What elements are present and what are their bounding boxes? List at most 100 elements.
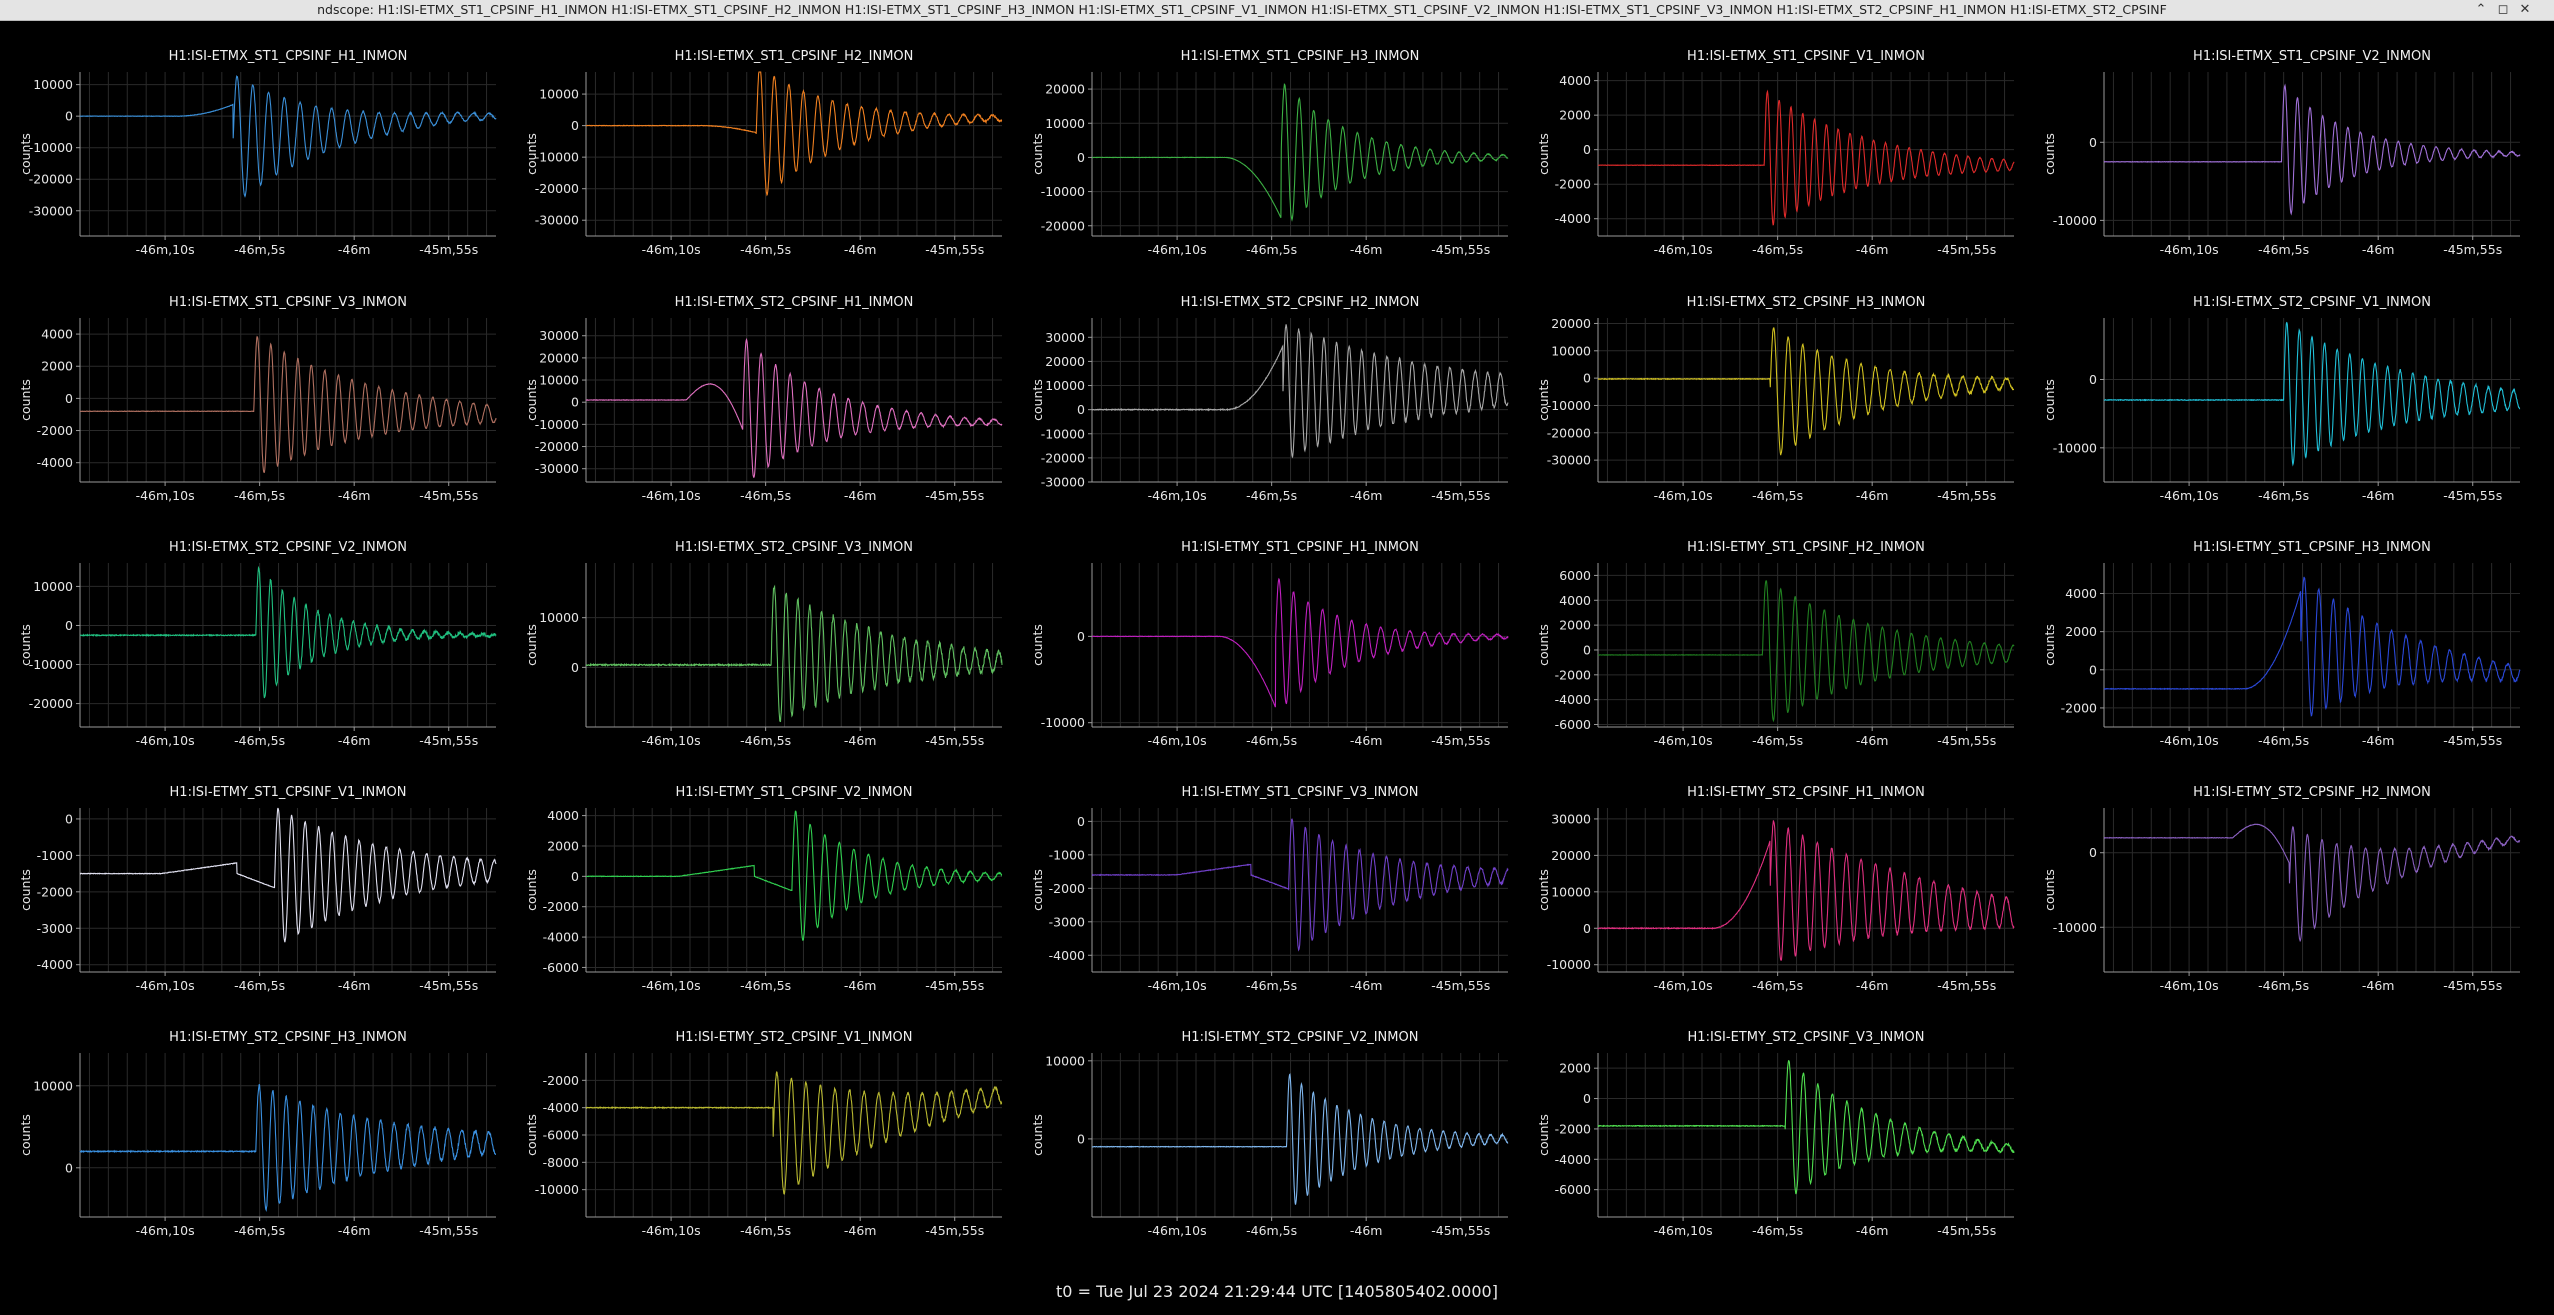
plot-panel[interactable]: H1:ISI-ETMX_ST1_CPSINF_V3_INMON 4000 2000 0… — [0, 266, 506, 510]
x-tick-label: -46m,10s — [642, 488, 701, 503]
y-tick-label: -10000 — [2053, 920, 2097, 935]
x-tick-label: -45m,55s — [925, 488, 984, 503]
grid — [1598, 72, 2014, 236]
minimize-button[interactable]: ⌃ — [2475, 2, 2487, 17]
plot-panel[interactable]: H1:ISI-ETMY_ST1_CPSINF_V2_INMON 4000 2000 0… — [506, 756, 1012, 1000]
y-tick-label: 20000 — [1551, 848, 1591, 863]
x-tick-label: -45m,55s — [419, 488, 478, 503]
x-tick-label: -46m,5s — [740, 733, 791, 748]
plot-panel[interactable]: H1:ISI-ETMX_ST2_CPSINF_H3_INMON 20000 1000… — [1518, 266, 2024, 510]
plot-panel[interactable]: H1:ISI-ETMY_ST2_CPSINF_H3_INMON 10000 0 -46… — [0, 1001, 506, 1245]
x-tick-label: -46m,10s — [642, 733, 701, 748]
x-tick-label: -46m,10s — [136, 488, 195, 503]
signal-trace — [586, 810, 1003, 941]
y-tick-label: -2000 — [1555, 1121, 1591, 1136]
y-tick-label: -10000 — [1041, 426, 1085, 441]
x-tick-label: -46m,10s — [1654, 1223, 1713, 1238]
signal-trace — [2103, 576, 2521, 717]
plot-title: H1:ISI-ETMY_ST2_CPSINF_V2_INMON — [1182, 1030, 1419, 1045]
x-tick-label: -45m,55s — [2443, 978, 2502, 993]
grid — [1092, 318, 1508, 483]
plot-panel[interactable]: H1:ISI-ETMX_ST2_CPSINF_V2_INMON 10000 0 -10… — [0, 511, 506, 755]
plot-title: H1:ISI-ETMX_ST1_CPSINF_V3_INMON — [169, 295, 407, 310]
grid — [1092, 72, 1508, 236]
x-tick-label: -46m,10s — [1654, 488, 1713, 503]
plot-panel[interactable]: H1:ISI-ETMY_ST2_CPSINF_V2_INMON 10000 0 -46… — [1012, 1001, 1518, 1245]
y-tick-label: 0 — [65, 811, 73, 826]
x-tick-label: -46m,5s — [740, 978, 791, 993]
x-tick-label: -46m,5s — [1752, 242, 1803, 257]
plot-svg: H1:ISI-ETMX_ST1_CPSINF_H2_INMON 10000 0 -10… — [524, 49, 1003, 257]
plot-title: H1:ISI-ETMY_ST1_CPSINF_H3_INMON — [2193, 540, 2431, 555]
y-axis-label: counts — [18, 869, 33, 911]
plot-panel[interactable]: H1:ISI-ETMY_ST2_CPSINF_V1_INMON -2000 -400… — [506, 1001, 1012, 1245]
plot-svg: H1:ISI-ETMX_ST2_CPSINF_V3_INMON 10000 0 -46… — [524, 540, 1003, 748]
y-tick-label: 10000 — [1045, 116, 1085, 131]
plot-panel[interactable]: H1:ISI-ETMY_ST1_CPSINF_H1_INMON 0 -10000 -4… — [1012, 511, 1518, 755]
signal-trace — [79, 335, 497, 474]
plot-panel[interactable]: H1:ISI-ETMY_ST1_CPSINF_V3_INMON 0 -1000 -20… — [1012, 756, 1518, 1000]
x-tick-label: -46m — [844, 978, 877, 993]
plot-panel[interactable]: H1:ISI-ETMY_ST1_CPSINF_H2_INMON 6000 4000 2… — [1518, 511, 2024, 755]
close-button[interactable]: ✕ — [2519, 2, 2531, 17]
plot-panel[interactable]: H1:ISI-ETMY_ST2_CPSINF_H1_INMON 30000 2000… — [1518, 756, 2024, 1000]
plot-panel[interactable]: H1:ISI-ETMX_ST1_CPSINF_H1_INMON 10000 0 -10… — [0, 20, 506, 264]
signal-trace — [1091, 818, 1509, 952]
plot-panel[interactable]: H1:ISI-ETMX_ST1_CPSINF_H3_INMON 20000 1000… — [1012, 20, 1518, 264]
x-tick-label: -46m — [2362, 733, 2395, 748]
plot-panel[interactable]: H1:ISI-ETMX_ST2_CPSINF_H1_INMON 30000 2000… — [506, 266, 1012, 510]
y-tick-label: -4000 — [1555, 1152, 1591, 1167]
y-tick-label: -4000 — [37, 455, 73, 470]
plot-panel[interactable]: H1:ISI-ETMX_ST2_CPSINF_H2_INMON 30000 2000… — [1012, 266, 1518, 510]
signal-trace — [79, 565, 497, 699]
y-tick-label: -6000 — [1555, 1182, 1591, 1197]
signal-trace — [1598, 580, 2015, 723]
plot-panel[interactable]: H1:ISI-ETMY_ST1_CPSINF_V1_INMON 0 -1000 -20… — [0, 756, 506, 1000]
y-tick-label: 4000 — [547, 808, 579, 823]
y-axis-label: counts — [1536, 869, 1551, 911]
y-tick-label: -2000 — [543, 899, 579, 914]
signal-trace — [1597, 326, 2014, 456]
y-axis-label: counts — [1030, 1114, 1045, 1156]
plot-panel[interactable]: H1:ISI-ETMX_ST1_CPSINF_V1_INMON 4000 2000 0… — [1518, 20, 2024, 264]
x-tick-label: -46m — [1350, 1223, 1383, 1238]
y-tick-label: -10000 — [1547, 398, 1591, 413]
grid — [1598, 318, 2014, 482]
x-tick-label: -46m — [1856, 488, 1889, 503]
x-tick-label: -46m,10s — [642, 1223, 701, 1238]
plot-panel[interactable]: H1:ISI-ETMX_ST2_CPSINF_V1_INMON 0 -10000 -4… — [2024, 266, 2530, 510]
plot-panel[interactable]: H1:ISI-ETMY_ST1_CPSINF_H3_INMON 4000 2000 0… — [2024, 511, 2530, 755]
plot-svg: H1:ISI-ETMY_ST1_CPSINF_V3_INMON 0 -1000 -20… — [1030, 785, 1509, 993]
y-axis-label: counts — [524, 869, 539, 911]
x-tick-label: -46m — [338, 733, 371, 748]
y-axis-label: counts — [18, 624, 33, 666]
plot-panel[interactable]: H1:ISI-ETMY_ST2_CPSINF_H2_INMON 0 -10000 -4… — [2024, 756, 2530, 1000]
x-tick-label: -46m,5s — [1752, 1223, 1803, 1238]
y-axis-label: counts — [1536, 379, 1551, 421]
signal-trace — [2103, 823, 2521, 942]
x-tick-label: -45m,55s — [1937, 1223, 1996, 1238]
y-tick-label: -20000 — [535, 181, 579, 196]
x-tick-label: -46m,10s — [136, 978, 195, 993]
grid — [80, 72, 496, 236]
plot-title: H1:ISI-ETMY_ST1_CPSINF_V2_INMON — [676, 785, 913, 800]
y-tick-label: 10000 — [539, 87, 579, 102]
window-titlebar[interactable]: ndscope: H1:ISI-ETMX_ST1_CPSINF_H1_INMON… — [0, 0, 2554, 21]
y-tick-label: -4000 — [1555, 692, 1591, 707]
plot-svg: H1:ISI-ETMX_ST2_CPSINF_H3_INMON 20000 1000… — [1536, 295, 2014, 503]
y-tick-label: 10000 — [33, 77, 73, 92]
plot-panel[interactable]: H1:ISI-ETMX_ST2_CPSINF_V3_INMON 10000 0 -46… — [506, 511, 1012, 755]
y-axis-label: counts — [18, 1114, 33, 1156]
x-tick-label: -46m — [2362, 242, 2395, 257]
y-tick-label: -10000 — [1041, 184, 1085, 199]
signal-trace — [1597, 1060, 2015, 1195]
plot-panel[interactable]: H1:ISI-ETMX_ST1_CPSINF_V2_INMON 0 -10000 -4… — [2024, 20, 2530, 264]
y-tick-label: 0 — [2089, 662, 2097, 677]
signal-trace — [1091, 324, 1509, 459]
y-tick-label: -2000 — [37, 423, 73, 438]
plot-panel[interactable]: H1:ISI-ETMX_ST1_CPSINF_H2_INMON 10000 0 -10… — [506, 20, 1012, 264]
maximize-button[interactable]: ◻ — [2497, 2, 2509, 17]
plot-panel[interactable]: H1:ISI-ETMY_ST2_CPSINF_V3_INMON 2000 0 -200… — [1518, 1001, 2024, 1245]
x-tick-label: -46m — [1856, 733, 1889, 748]
plot-svg: H1:ISI-ETMY_ST2_CPSINF_H1_INMON 30000 2000… — [1536, 785, 2015, 993]
